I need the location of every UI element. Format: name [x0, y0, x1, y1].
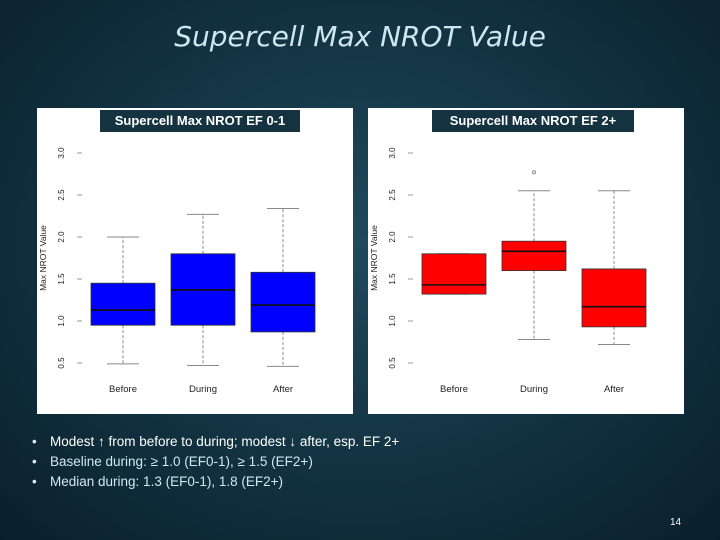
y-tick-label: 2.5: [388, 189, 397, 201]
y-tick-label: 0.5: [388, 357, 397, 369]
outlier-point: [532, 170, 536, 175]
x-tick-label: After: [604, 384, 624, 395]
y-tick-label: 1.5: [388, 273, 397, 285]
bullet-list: Modest ↑ from before to during; modest ↓…: [28, 432, 399, 492]
chart-panel-ef01: 0.5 1.0 1.5 2.0 2.5 3.0 Max NROT Value Before Du…: [37, 108, 353, 414]
y-tick-label: 2.0: [388, 231, 397, 243]
chart-panel-ef2: 0.5 1.0 1.5 2.0 2.5 3.0 Max NROT Value Before Du…: [368, 108, 684, 414]
box: [501, 240, 567, 271]
box: [90, 282, 156, 326]
y-tick-label: 2.0: [57, 231, 66, 243]
box-plot-ef2: 0.5 1.0 1.5 2.0 2.5 3.0 Max NROT Value Before Du…: [369, 147, 647, 395]
y-axis-label: Max NROT Value: [369, 225, 379, 291]
x-tick-label: Before: [109, 384, 137, 395]
box-plot-ef01: 0.5 1.0 1.5 2.0 2.5 3.0 Max NROT Value Before Du…: [38, 147, 316, 395]
y-tick-label: 1.0: [388, 315, 397, 327]
chart-title-ef01: Supercell Max NROT EF 0-1: [100, 110, 300, 132]
y-tick-label: 3.0: [57, 147, 66, 159]
page-number: 14: [670, 517, 682, 528]
chart-title-ef2: Supercell Max NROT EF 2+: [432, 110, 634, 132]
x-tick-label: During: [189, 384, 217, 395]
bullet-item: Median during: 1.3 (EF0-1), 1.8 (EF2+): [28, 472, 399, 492]
slide-title: Supercell Max NROT Value: [174, 20, 546, 53]
box: [581, 268, 647, 328]
y-tick-label: 1.0: [57, 315, 66, 327]
y-axis-label: Max NROT Value: [38, 225, 48, 291]
bullet-item: Baseline during: ≥ 1.0 (EF0-1), ≥ 1.5 (E…: [28, 452, 399, 472]
y-tick-label: 2.5: [57, 189, 66, 201]
box: [250, 271, 316, 333]
x-tick-label: After: [273, 384, 293, 395]
y-tick-label: 1.5: [57, 273, 66, 285]
box: [421, 253, 487, 295]
x-tick-label: Before: [440, 384, 468, 395]
y-tick-label: 0.5: [57, 357, 66, 369]
x-tick-label: During: [520, 384, 548, 395]
y-tick-label: 3.0: [388, 147, 397, 159]
bullet-item: Modest ↑ from before to during; modest ↓…: [28, 432, 399, 452]
